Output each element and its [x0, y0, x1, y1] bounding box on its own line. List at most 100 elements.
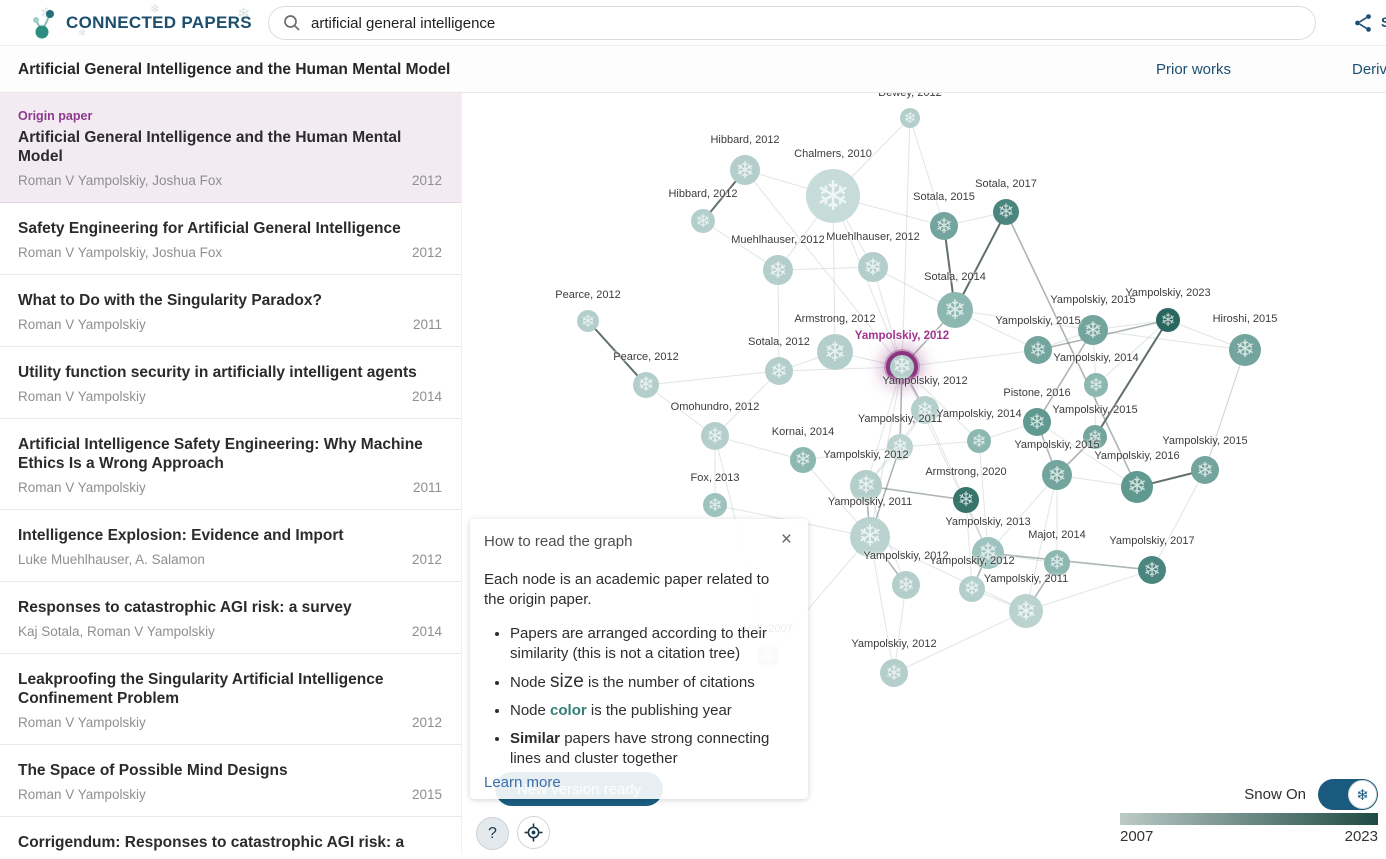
- node-label[interactable]: Yampolskiy, 2015: [1050, 294, 1136, 306]
- close-icon[interactable]: ×: [780, 529, 792, 550]
- recenter-button[interactable]: [517, 816, 550, 849]
- paper-node[interactable]: ❄: [887, 434, 913, 460]
- node-label[interactable]: Majot, 2014: [1028, 529, 1086, 541]
- node-label[interactable]: Omohundro, 2012: [670, 401, 760, 413]
- node-label[interactable]: Pearce, 2012: [555, 289, 621, 301]
- node-label[interactable]: Sotala, 2017: [975, 178, 1037, 190]
- node-label[interactable]: Yampolskiy, 2017: [1109, 535, 1195, 547]
- paper-node[interactable]: ❄: [1044, 550, 1070, 576]
- paper-node[interactable]: ❄: [1083, 425, 1107, 449]
- node-label[interactable]: Yampolskiy, 2016: [1094, 450, 1180, 462]
- paper-node[interactable]: ❄: [1156, 308, 1180, 332]
- paper-list-item[interactable]: The Space of Possible Mind Designs Roman …: [0, 745, 461, 817]
- paper-node[interactable]: ❄: [892, 571, 920, 599]
- paper-node[interactable]: ❄: [911, 396, 939, 424]
- node-label[interactable]: Yampolskiy, 2015: [995, 315, 1081, 327]
- node-label[interactable]: Yampolskiy, 2015: [1052, 404, 1138, 416]
- node-label[interactable]: Muehlhauser, 2012: [731, 234, 825, 246]
- paper-node[interactable]: ❄: [1229, 334, 1261, 366]
- paper-node[interactable]: ❄: [763, 255, 793, 285]
- node-label[interactable]: Yampolskiy, 2023: [1125, 287, 1211, 299]
- paper-node[interactable]: ❄: [1009, 594, 1043, 628]
- snow-toggle[interactable]: ❄: [1318, 779, 1378, 810]
- paper-node[interactable]: ❄: [730, 155, 760, 185]
- node-label[interactable]: Yampolskiy, 2011: [857, 413, 943, 425]
- paper-node[interactable]: ❄: [765, 357, 793, 385]
- node-label[interactable]: Pistone, 2016: [1003, 387, 1071, 399]
- paper-list-item[interactable]: Intelligence Explosion: Evidence and Imp…: [0, 510, 461, 582]
- paper-node[interactable]: ❄: [900, 108, 920, 128]
- node-label[interactable]: Yampolskiy, 2013: [945, 516, 1031, 528]
- node-label[interactable]: Yampolskiy, 2012: [882, 375, 968, 387]
- node-label[interactable]: Yampolskiy, 2012: [863, 550, 949, 562]
- node-label[interactable]: Sotala, 2015: [913, 191, 975, 203]
- paper-node[interactable]: ❄: [1078, 315, 1108, 345]
- paper-node[interactable]: ❄: [790, 447, 816, 473]
- paper-node[interactable]: ❄: [972, 537, 1004, 569]
- paper-node[interactable]: ❄: [850, 470, 882, 502]
- paper-list-item[interactable]: Leakproofing the Singularity Artificial …: [0, 654, 461, 745]
- logo[interactable]: CONNECTED PAPERS: [28, 6, 252, 40]
- paper-node[interactable]: ❄: [691, 209, 715, 233]
- paper-list[interactable]: Origin paper Artificial General Intellige…: [0, 93, 462, 854]
- node-label[interactable]: Yampolskiy, 2012: [823, 449, 909, 461]
- paper-node[interactable]: ❄: [817, 334, 853, 370]
- paper-node[interactable]: ❄: [1138, 556, 1166, 584]
- share-icon[interactable]: [1352, 12, 1374, 34]
- node-label[interactable]: Sotala, 2012: [748, 336, 810, 348]
- node-label[interactable]: Muehlhauser, 2012: [826, 231, 920, 243]
- paper-list-item[interactable]: What to Do with the Singularity Paradox?…: [0, 275, 461, 347]
- paper-node[interactable]: ❄: [930, 212, 958, 240]
- paper-node[interactable]: ❄: [850, 517, 890, 557]
- node-label[interactable]: Chalmers, 2010: [794, 148, 872, 160]
- node-label[interactable]: Yampolskiy, 2011: [827, 496, 913, 508]
- paper-node[interactable]: ❄: [577, 310, 599, 332]
- node-label[interactable]: Yampolskiy, 2015: [1014, 439, 1100, 451]
- node-label[interactable]: Yampolskiy, 2011: [983, 573, 1069, 585]
- paper-node[interactable]: ❄: [937, 292, 973, 328]
- search-input[interactable]: [311, 14, 1301, 32]
- node-label[interactable]: Hiroshi, 2015: [1212, 313, 1278, 325]
- paper-node[interactable]: ❄: [993, 199, 1019, 225]
- clipped-header-text[interactable]: S: [1381, 14, 1386, 30]
- paper-node[interactable]: ❄: [701, 422, 729, 450]
- paper-list-item[interactable]: Utility function security in artificiall…: [0, 347, 461, 419]
- paper-node[interactable]: ❄: [703, 493, 727, 517]
- paper-node[interactable]: ❄: [959, 576, 985, 602]
- node-label[interactable]: Kornai, 2014: [771, 426, 835, 438]
- node-label[interactable]: Yampolskiy, 2012: [854, 330, 950, 342]
- paper-node[interactable]: ❄: [967, 429, 991, 453]
- node-label[interactable]: Yampolskiy, 2012: [929, 555, 1015, 567]
- learn-more-link[interactable]: Learn more: [484, 774, 561, 791]
- node-label[interactable]: Yampolskiy, 2014: [1053, 352, 1139, 364]
- node-label[interactable]: Armstrong, 2020: [925, 466, 1007, 478]
- paper-node[interactable]: ❄: [953, 487, 979, 513]
- node-label[interactable]: Pearce, 2012: [613, 351, 679, 363]
- paper-node[interactable]: ❄: [1191, 456, 1219, 484]
- prior-works-link[interactable]: Prior works: [1155, 61, 1231, 78]
- paper-node[interactable]: ❄: [1024, 336, 1052, 364]
- paper-list-item[interactable]: Corrigendum: Responses to catastrophic A…: [0, 817, 461, 854]
- node-label[interactable]: Hibbard, 2012: [668, 188, 738, 200]
- paper-node[interactable]: ❄: [633, 372, 659, 398]
- paper-list-item[interactable]: Responses to catastrophic AGI risk: a su…: [0, 582, 461, 654]
- paper-list-item[interactable]: Safety Engineering for Artificial Genera…: [0, 203, 461, 275]
- paper-node[interactable]: ❄: [806, 169, 860, 223]
- node-label[interactable]: Yampolskiy, 2014: [936, 408, 1022, 420]
- paper-node[interactable]: ❄: [880, 659, 908, 687]
- node-label[interactable]: Yampolskiy, 2012: [851, 638, 937, 650]
- node-label[interactable]: Hibbard, 2012: [710, 134, 780, 146]
- paper-node[interactable]: ❄: [1121, 471, 1153, 503]
- paper-node[interactable]: ❄: [1084, 373, 1108, 397]
- paper-node[interactable]: ❄: [1042, 460, 1072, 490]
- derivative-works-link[interactable]: Deriv: [1352, 61, 1386, 78]
- node-label[interactable]: Sotala, 2014: [924, 271, 986, 283]
- node-label[interactable]: Fox, 2013: [690, 472, 740, 484]
- node-label[interactable]: Armstrong, 2012: [794, 313, 876, 325]
- paper-node[interactable]: ❄: [858, 252, 888, 282]
- origin-paper-node[interactable]: ❄: [886, 351, 918, 383]
- paper-list-item[interactable]: Artificial Intelligence Safety Engineeri…: [0, 419, 461, 510]
- paper-node[interactable]: ❄: [1023, 408, 1051, 436]
- paper-list-item[interactable]: Origin paper Artificial General Intellige…: [0, 93, 461, 203]
